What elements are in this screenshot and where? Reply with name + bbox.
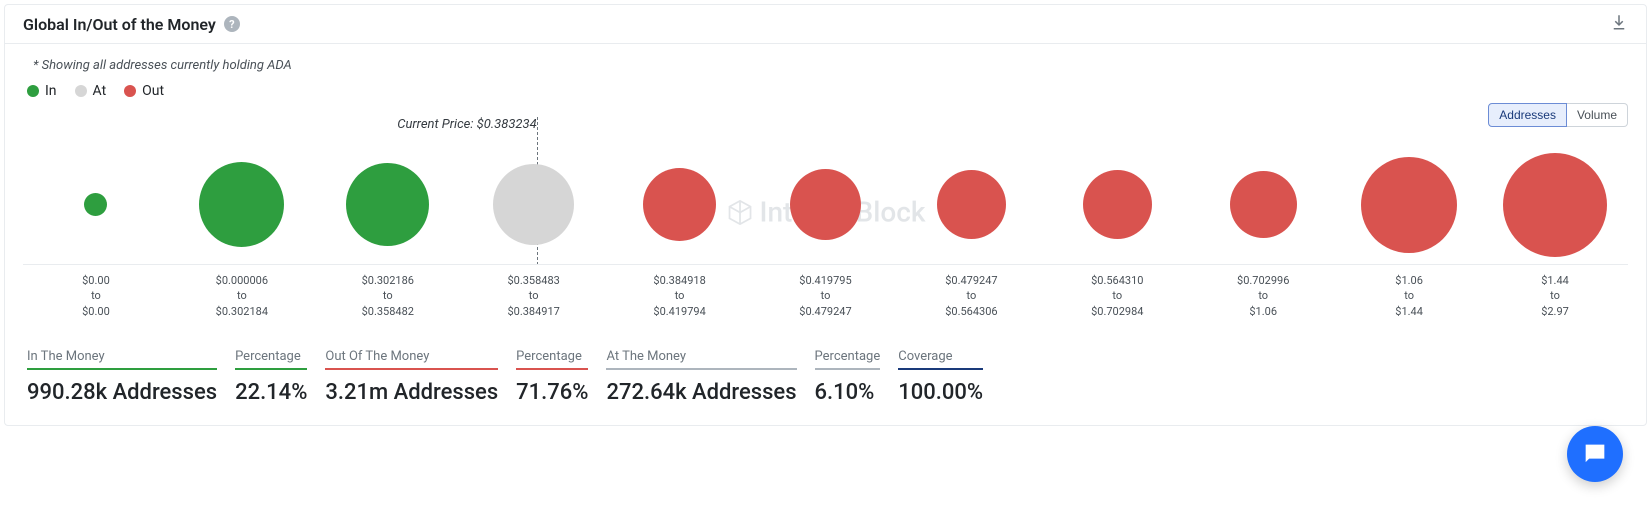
bubble-3: [493, 164, 574, 245]
legend-out-label: Out: [142, 83, 164, 99]
stat-4: At The Money 272.64k Addresses: [606, 349, 796, 405]
legend-in[interactable]: In: [27, 83, 57, 99]
stat-label-3: Percentage: [516, 349, 588, 370]
stat-label-5: Percentage: [815, 349, 881, 370]
range-label-10: $1.44to$2.97: [1482, 273, 1628, 319]
stat-0: In The Money 990.28k Addresses: [27, 349, 217, 405]
bubble-cell-5[interactable]: [753, 169, 899, 240]
panel-title: Global In/Out of the Money: [23, 15, 216, 34]
bubble-cell-2[interactable]: [315, 163, 461, 246]
legend-at-dot: [75, 85, 87, 97]
legend-out[interactable]: Out: [124, 83, 164, 99]
legend-at[interactable]: At: [75, 83, 107, 99]
bubble-9: [1361, 157, 1457, 253]
help-icon[interactable]: ?: [224, 16, 240, 32]
stat-value-4: 272.64k Addresses: [606, 380, 796, 405]
stat-1: Percentage 22.14%: [235, 349, 307, 405]
bubble-cell-1[interactable]: [169, 162, 315, 247]
bubble-1: [199, 162, 284, 247]
subtitle: * Showing all addresses currently holdin…: [5, 44, 1646, 83]
legend-at-label: At: [93, 83, 107, 99]
bubble-cell-3[interactable]: [461, 164, 607, 245]
range-label-1: $0.000006to$0.302184: [169, 273, 315, 319]
title-wrap: Global In/Out of the Money ?: [23, 15, 240, 34]
bubble-cell-9[interactable]: [1336, 157, 1482, 253]
bubble-cell-10[interactable]: [1482, 153, 1628, 257]
range-label-9: $1.06to$1.44: [1336, 273, 1482, 319]
bubble-4: [643, 168, 716, 241]
stat-5: Percentage 6.10%: [815, 349, 881, 405]
chat-fab[interactable]: [1567, 426, 1623, 482]
stat-value-5: 6.10%: [815, 380, 881, 405]
bubble-8: [1230, 171, 1297, 238]
range-label-6: $0.479247to$0.564306: [898, 273, 1044, 319]
stat-value-2: 3.21m Addresses: [325, 380, 498, 405]
panel-header: Global In/Out of the Money ?: [5, 5, 1646, 44]
range-label-2: $0.302186to$0.358482: [315, 273, 461, 319]
range-label-8: $0.702996to$1.06: [1190, 273, 1336, 319]
bubble-10: [1503, 153, 1607, 257]
stat-label-4: At The Money: [606, 349, 796, 370]
legend-in-dot: [27, 85, 39, 97]
iotm-panel: Global In/Out of the Money ? * Showing a…: [4, 4, 1647, 426]
current-price-label: Current Price: $0.383234: [377, 117, 537, 132]
range-label-0: $0.00to$0.00: [23, 273, 169, 319]
bubble-cell-0[interactable]: [23, 193, 169, 216]
range-label-5: $0.419795to$0.479247: [753, 273, 899, 319]
download-icon[interactable]: [1610, 13, 1628, 35]
stat-value-6: 100.00%: [898, 380, 983, 405]
stat-label-0: In The Money: [27, 349, 217, 370]
bubble-cell-6[interactable]: [898, 170, 1044, 239]
range-label-3: $0.358483to$0.384917: [461, 273, 607, 319]
chart-wrap: Current Price: $0.383234 IntoTheBlock $0…: [5, 105, 1646, 319]
stats-row: In The Money 990.28k Addresses Percentage 2…: [5, 319, 1646, 405]
legend-out-dot: [124, 85, 136, 97]
bubble-0: [84, 193, 107, 216]
bubble-cell-8[interactable]: [1190, 171, 1336, 238]
bubble-cell-4[interactable]: [607, 168, 753, 241]
bubble-6: [937, 170, 1006, 239]
bubble-row: [23, 145, 1628, 265]
bubble-7: [1083, 170, 1152, 239]
stat-value-3: 71.76%: [516, 380, 588, 405]
stat-label-1: Percentage: [235, 349, 307, 370]
labels-row: $0.00to$0.00$0.000006to$0.302184$0.30218…: [23, 265, 1628, 319]
legend-in-label: In: [45, 83, 57, 99]
stat-value-0: 990.28k Addresses: [27, 380, 217, 405]
stat-value-1: 22.14%: [235, 380, 307, 405]
stat-2: Out Of The Money 3.21m Addresses: [325, 349, 498, 405]
stat-6: Coverage 100.00%: [898, 349, 983, 405]
legend: In At Out: [5, 83, 1646, 105]
stat-label-6: Coverage: [898, 349, 983, 370]
stat-3: Percentage 71.76%: [516, 349, 588, 405]
range-label-4: $0.384918to$0.419794: [607, 273, 753, 319]
range-label-7: $0.564310to$0.702984: [1044, 273, 1190, 319]
stat-label-2: Out Of The Money: [325, 349, 498, 370]
bubble-2: [346, 163, 429, 246]
bubble-cell-7[interactable]: [1044, 170, 1190, 239]
bubble-5: [790, 169, 861, 240]
